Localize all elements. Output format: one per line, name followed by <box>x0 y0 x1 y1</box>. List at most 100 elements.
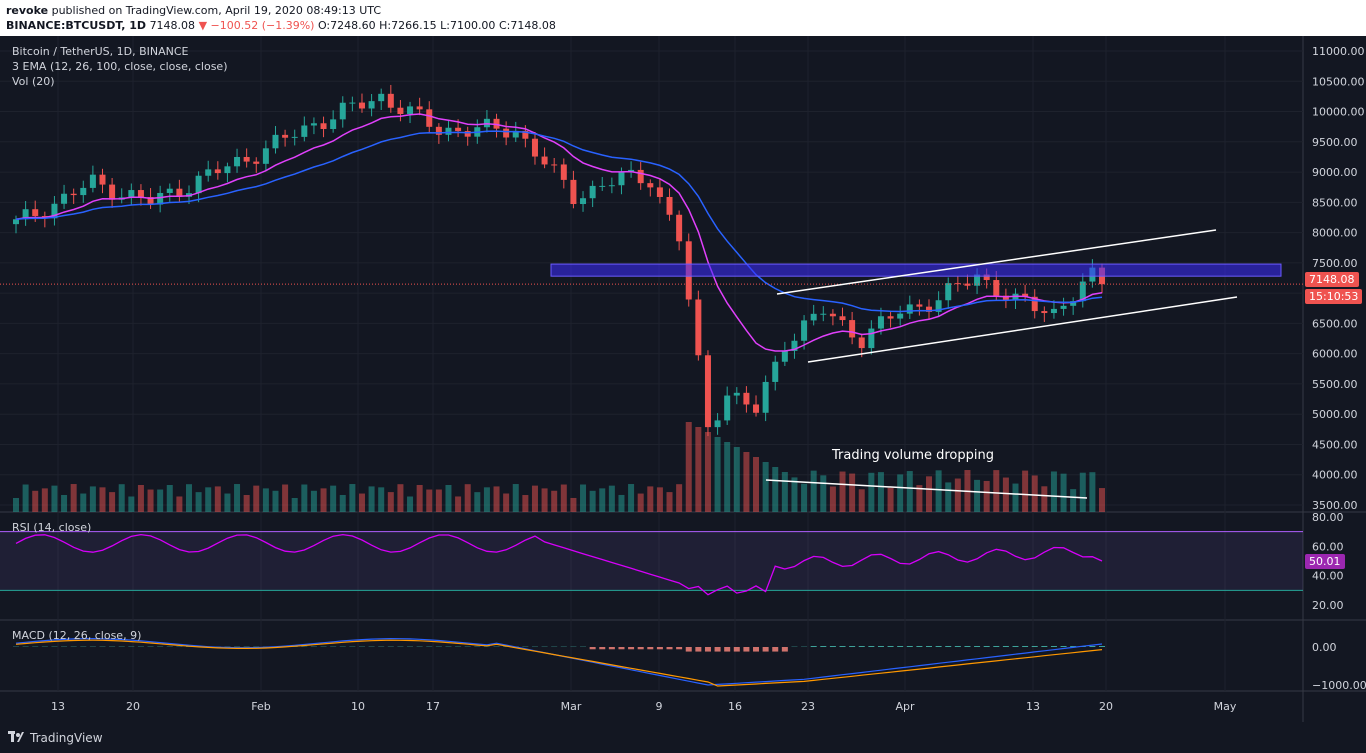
volume-bar <box>1060 473 1067 512</box>
macd-hist-bar <box>829 646 836 647</box>
candle-body <box>128 190 135 198</box>
volume-bar <box>137 484 144 512</box>
date-tick-label: 20 <box>1099 700 1113 713</box>
ohlc-close: C:7148.08 <box>498 19 556 32</box>
volume-bar <box>13 498 19 512</box>
volume-bar <box>839 471 846 512</box>
volume-bar <box>493 486 500 512</box>
channel-upper-line <box>776 229 1217 295</box>
candle-body <box>1070 301 1077 306</box>
volume-bar <box>61 494 68 512</box>
candle-body <box>512 130 519 138</box>
volume-bar <box>724 442 731 512</box>
volume-bar <box>945 482 952 512</box>
volume-bar <box>599 488 606 512</box>
volume-legend[interactable]: Vol (20) <box>12 75 55 88</box>
volume-bar <box>829 486 836 512</box>
volume-bar <box>608 485 615 512</box>
candle-body <box>791 340 798 351</box>
volume-bar <box>195 492 202 512</box>
candle-body <box>531 138 538 157</box>
rsi-tick-label: 60.00 <box>1312 540 1344 553</box>
volume-bar <box>916 485 923 512</box>
author[interactable]: revoke <box>6 4 49 17</box>
candle-body <box>1079 281 1086 302</box>
volume-bar <box>858 489 865 512</box>
candle-body <box>387 93 394 108</box>
last-price-label: 7148.08 <box>1305 272 1359 287</box>
candle-body <box>599 185 606 187</box>
rsi-value-label: 50.01 <box>1305 554 1345 569</box>
candle-body <box>666 196 673 215</box>
volume-bar <box>70 484 77 512</box>
price-tick-label: 9500.00 <box>1312 136 1358 149</box>
macd-hist-bar <box>935 646 942 647</box>
macd-hist-bar <box>1050 646 1057 647</box>
macd-histogram <box>13 646 1105 652</box>
macd-hist-bar <box>589 647 596 650</box>
candle-body <box>637 169 644 184</box>
volume-bar <box>551 490 558 512</box>
ema-26-line <box>15 130 1103 313</box>
date-tick-label: 9 <box>656 700 663 713</box>
volume-bar <box>743 452 750 512</box>
candle-body <box>781 350 788 362</box>
volume-bar <box>974 479 981 512</box>
date-tick-label: 16 <box>728 700 742 713</box>
candle-body <box>820 313 827 315</box>
macd-hist-bar <box>656 647 663 650</box>
volume-bar <box>1089 472 1096 512</box>
candle-body <box>647 183 654 188</box>
macd-legend[interactable]: MACD (12, 26, close, 9) <box>12 629 142 642</box>
ema-legend[interactable]: 3 EMA (12, 26, 100, close, close, close) <box>12 60 228 73</box>
volume-bar <box>983 480 990 512</box>
candle-body <box>618 172 625 186</box>
macd-hist-bar <box>916 646 923 647</box>
volume-bar <box>32 490 39 512</box>
volume-bar <box>51 485 58 512</box>
candle-body <box>656 187 663 197</box>
macd-hist-bar <box>868 646 875 647</box>
candle-body <box>801 320 808 341</box>
candle-body <box>301 125 308 137</box>
candle-body <box>214 169 221 174</box>
macd-tick-label: −1000.00 <box>1312 679 1366 692</box>
candle-body <box>368 101 375 109</box>
date-tick-label: 13 <box>1026 700 1040 713</box>
price-tick-label: 10500.00 <box>1312 75 1365 88</box>
candle-body <box>935 300 942 312</box>
date-tick-label: Mar <box>561 700 582 713</box>
price-chart[interactable]: 3500.00 4000.00 4500.00 5000.00 5500.00 6000.… <box>0 36 1366 722</box>
candle-body <box>743 392 750 405</box>
candle-body <box>358 102 365 109</box>
ohlc-open: O:7248.60 <box>317 19 376 32</box>
volume-bar <box>656 487 663 512</box>
brand-name[interactable]: TradingView <box>30 731 103 745</box>
candle-body <box>974 274 981 286</box>
candle-body <box>916 304 923 307</box>
candle-body <box>109 184 116 200</box>
macd-hist-bar <box>993 646 1000 647</box>
volume-bar <box>455 496 462 512</box>
rsi-legend[interactable]: RSI (14, close) <box>12 521 92 534</box>
price-tick-label: 3500.00 <box>1312 499 1358 512</box>
candle-body <box>522 130 529 139</box>
candle-body <box>608 185 615 187</box>
candle-body <box>868 328 875 349</box>
macd-hist-bar <box>1070 646 1077 647</box>
candle-body <box>1060 305 1067 309</box>
rsi-tick-label: 80.00 <box>1312 511 1344 524</box>
volume-bar <box>483 487 490 512</box>
tradingview-logo-icon <box>8 731 24 742</box>
candle-body <box>983 274 990 281</box>
price-tick-label: 11000.00 <box>1312 45 1365 58</box>
price-tick-label: 4000.00 <box>1312 469 1358 482</box>
volume-bar <box>224 493 231 512</box>
macd-hist-bar <box>877 646 884 647</box>
candle-body <box>330 119 337 129</box>
candle-body <box>397 107 404 115</box>
candle-body <box>704 355 711 428</box>
candle-body <box>349 102 356 104</box>
volume-bar <box>733 447 740 512</box>
volume-bar <box>560 484 567 512</box>
